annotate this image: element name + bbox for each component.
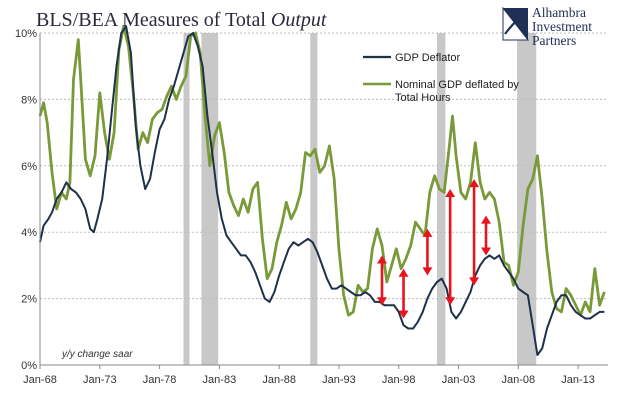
legend-label-nominal-gdp-line2: Total Hours <box>395 92 451 104</box>
legend-label-nominal-gdp-line1: Nominal GDP deflated by <box>395 79 519 91</box>
arrow-head-up-2 <box>422 228 433 237</box>
legend: GDP Deflator Nominal GDP deflated by Tota… <box>363 52 519 104</box>
x-tick-label: Jan-68 <box>23 374 57 386</box>
logo-mark-icon <box>502 6 530 41</box>
recession-band-3 <box>437 33 446 365</box>
y-tick-label: 2% <box>21 294 37 306</box>
arrow-head-down-2 <box>422 267 433 276</box>
y-tick-label: 0% <box>21 360 37 372</box>
y-tick-label: 8% <box>21 94 37 106</box>
arrow-head-down-1 <box>398 310 409 319</box>
series-lines <box>38 25 606 356</box>
x-tick-label: Jan-13 <box>561 374 595 386</box>
arrow-head-down-0 <box>376 297 387 306</box>
chart-note: y/y change saar <box>61 349 133 360</box>
x-tick-label: Jan-03 <box>442 374 476 386</box>
recession-band-0 <box>183 33 190 365</box>
y-axis: 0% 2% 4% 6% 8% 10% <box>15 28 41 372</box>
x-axis: Jan-68 Jan-73 Jan-78 Jan-83 Jan-88 Jan-93 Jan-… <box>23 364 608 386</box>
arrow-head-down-3 <box>445 297 456 306</box>
annotation-arrows <box>376 179 492 319</box>
series-line-nominal-gdp <box>38 25 606 317</box>
series-line-gdp-deflator <box>39 25 605 356</box>
legend-label-gdp-deflator: GDP Deflator <box>395 52 461 64</box>
arrow-head-up-3 <box>445 189 456 198</box>
legend-label-nominal-gdp: Nominal GDP deflated by Total Hours <box>395 79 519 104</box>
y-tick-label: 6% <box>21 161 37 173</box>
recession-band-2 <box>310 33 318 365</box>
brand-line-2: Investment <box>532 19 592 34</box>
x-tick-label: Jan-93 <box>322 374 356 386</box>
x-tick-label: Jan-83 <box>203 374 237 386</box>
arrow-head-down-5 <box>481 247 492 256</box>
brand-logo: Alhambra Investment Partners <box>502 5 592 48</box>
x-tick-label: Jan-08 <box>501 374 535 386</box>
arrow-head-up-4 <box>469 179 480 188</box>
x-tick-label: Jan-78 <box>143 374 177 386</box>
arrow-head-down-4 <box>469 277 480 286</box>
arrow-head-up-0 <box>376 255 387 264</box>
x-tick-label: Jan-98 <box>382 374 416 386</box>
y-tick-label: 4% <box>21 227 37 239</box>
chart-title: BLS/BEA Measures of Total Output <box>36 9 327 31</box>
y-tick-label: 10% <box>15 28 37 40</box>
arrow-head-up-1 <box>398 268 409 277</box>
x-tick-label: Jan-73 <box>83 374 117 386</box>
arrow-head-up-5 <box>481 215 492 224</box>
x-tick-label: Jan-88 <box>262 374 296 386</box>
brand-line-1: Alhambra <box>532 5 586 20</box>
brand-line-3: Partners <box>532 33 576 48</box>
